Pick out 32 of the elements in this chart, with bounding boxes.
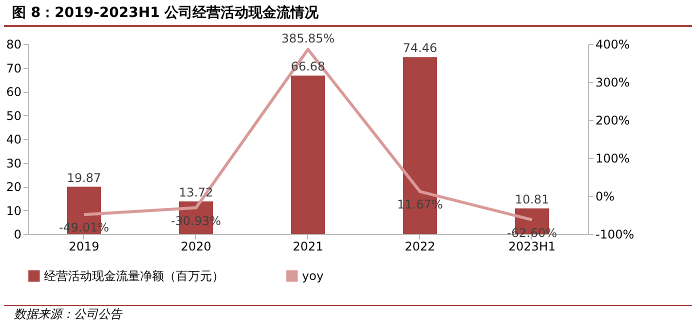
y-tick-label: 40 xyxy=(6,132,22,146)
y-tick-label: 70 xyxy=(6,61,22,76)
data-label: 10.81 xyxy=(514,192,550,206)
legend-label: 经营活动现金流量净额（百万元） xyxy=(44,269,224,283)
y-tick-label: 60 xyxy=(6,85,22,99)
data-label: 66.68 xyxy=(290,60,326,74)
y2-tick-label: 400% xyxy=(596,38,630,52)
y2-tick-label: -100% xyxy=(596,228,634,242)
legend-label: yoy xyxy=(302,269,324,283)
chart-title: 图 8：2019-2023H1 公司经营活动现金流情况 xyxy=(4,0,692,27)
x-tick-label: 2020 xyxy=(180,240,212,254)
y-tick-label: 30 xyxy=(6,156,22,170)
data-label: 385.85% xyxy=(281,31,335,46)
data-label: 19.87 xyxy=(66,170,102,185)
y2-tick-label: 0% xyxy=(596,190,615,204)
x-tick-label: 2019 xyxy=(68,240,100,254)
data-label: 74.46 xyxy=(402,41,438,56)
y2-tick-label: 100% xyxy=(596,152,630,166)
y-tick-label: 0 xyxy=(14,228,22,242)
y2-tick-label: 300% xyxy=(596,76,630,90)
y-tick-label: 10 xyxy=(6,204,22,218)
y-tick-label: 20 xyxy=(6,180,22,194)
x-tick-label: 2022 xyxy=(404,240,436,254)
data-label: 13.72 xyxy=(178,185,214,200)
y-tick-label: 50 xyxy=(6,108,22,123)
x-tick-label: 2021 xyxy=(292,240,324,254)
y2-tick-label: 200% xyxy=(596,114,630,128)
source-note: 数据来源：公司公告 xyxy=(4,305,692,323)
y-tick-label: 80 xyxy=(6,38,22,52)
x-tick-label: 2023H1 xyxy=(508,240,556,254)
data-label: -62.60% xyxy=(506,226,558,240)
bar xyxy=(291,76,325,234)
